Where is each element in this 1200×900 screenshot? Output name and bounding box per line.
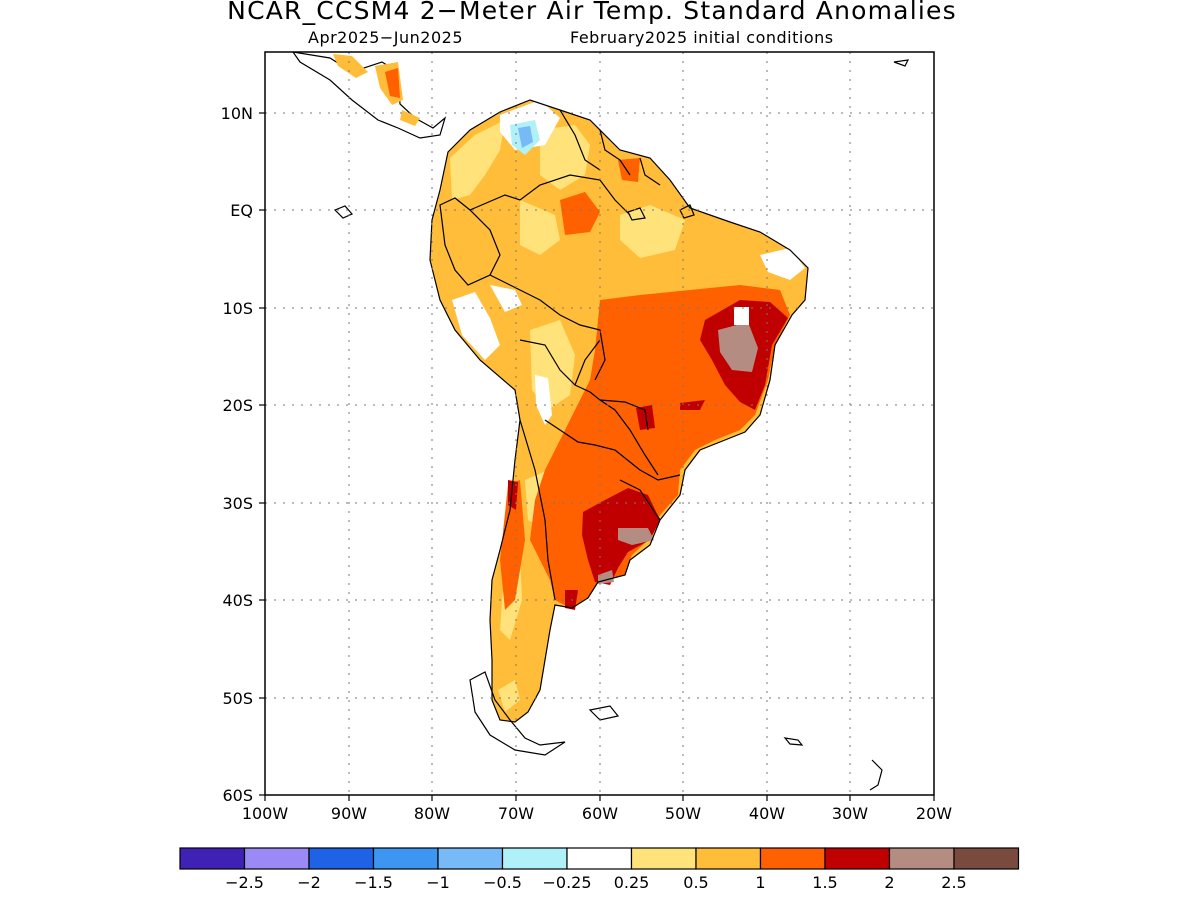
colorbar-label: 2.5 [941,873,966,892]
colorbar-swatch [179,847,246,870]
colorbar-label: −0.25 [542,873,591,892]
latitude-labels: 10N EQ 10S 20S 30S 40S 50S 60S [221,104,253,805]
lon-label: 100W [242,804,289,823]
lat-label: 10S [222,299,253,318]
colorbar-label: 0.25 [614,873,650,892]
colorbar-labels: −2.5 −2 −1.5 −1 −0.5 −0.25 0.25 0.5 1 1.5 2 2.5 [225,873,967,892]
colorbar-swatch [501,847,568,870]
lat-label: 10N [221,104,253,123]
colorbar-swatch [243,847,310,870]
colorbar-swatch [308,847,375,870]
lon-label: 80W [414,804,450,823]
lat-label: 60S [222,786,253,805]
map-title: NCAR_CCSM4 2−Meter Air Temp. Standard An… [227,0,957,25]
lon-label: 60W [582,804,618,823]
colorbar-swatch [888,847,955,870]
colorbar-label: 0.5 [683,873,708,892]
islands [333,59,910,791]
colorbar-swatch [824,847,891,870]
colorbar-label: 1.5 [812,873,837,892]
colorbar-swatch [695,847,762,870]
lon-label: 90W [331,804,367,823]
colorbar-swatch [437,847,504,870]
colorbar-swatch [630,847,697,870]
colorbar-label: −2 [297,873,321,892]
colorbar-label: −1 [426,873,450,892]
country-borders [429,99,809,723]
anomaly-field [292,52,910,791]
colorbar-swatches [179,847,1020,870]
lon-label: 50W [665,804,701,823]
tick-marks [259,112,935,801]
colorbar-label: −1.5 [354,873,393,892]
lon-label: 20W [916,804,952,823]
longitude-labels: 100W 90W 80W 70W 60W 50W 40W 30W 20W [242,804,952,823]
central-america-land [292,52,447,139]
initial-conditions: February2025 initial conditions [570,28,834,47]
forecast-period: Apr2025−Jun2025 [308,28,464,47]
lat-label: 40S [222,591,253,610]
lat-label: 20S [222,396,253,415]
gridlines [265,52,934,795]
colorbar-swatch [566,847,633,870]
lat-label: 30S [222,494,253,513]
colorbar: −2.5 −2 −1.5 −1 −0.5 −0.25 0.25 0.5 1 1.5 2 2.5 [179,847,1020,892]
colorbar-swatch [953,847,1020,870]
lon-label: 70W [498,804,534,823]
lat-label: EQ [230,201,253,220]
colorbar-swatch [759,847,826,870]
colorbar-label: 2 [884,873,894,892]
lon-label: 40W [749,804,785,823]
colorbar-label: −2.5 [225,873,264,892]
lat-label: 50S [222,689,253,708]
colorbar-label: −0.5 [483,873,522,892]
lon-label: 30W [832,804,868,823]
colorbar-swatch [372,847,439,870]
colorbar-label: 1 [755,873,765,892]
